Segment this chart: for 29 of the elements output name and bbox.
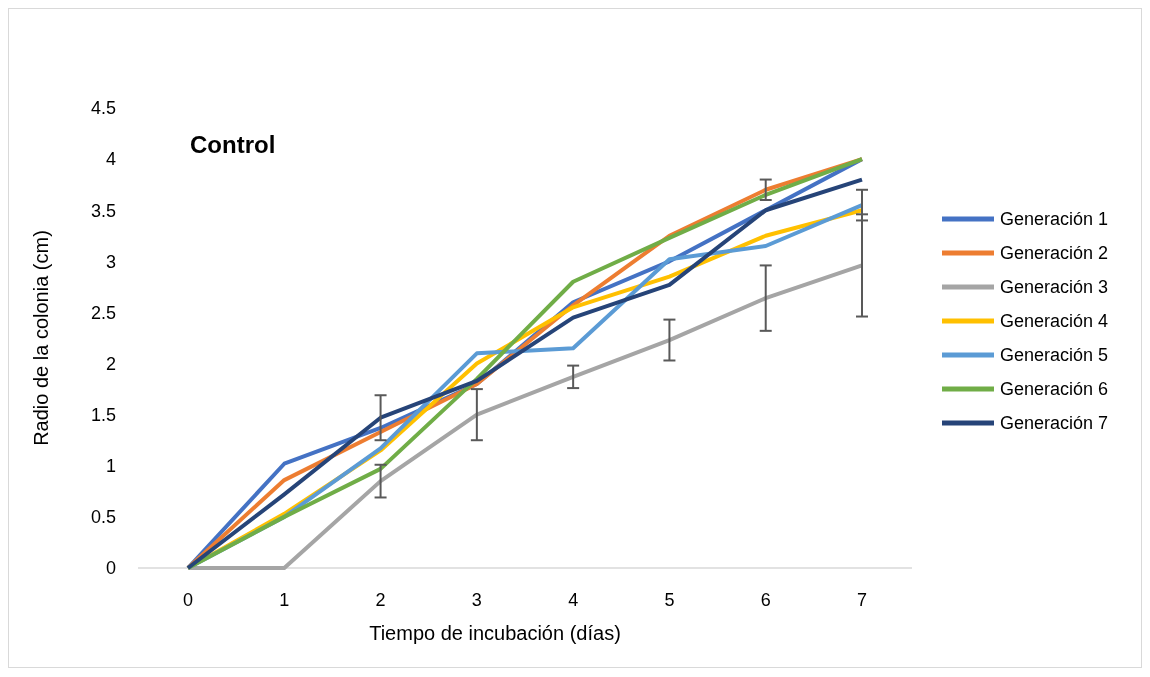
y-tick-label: 0 [105, 558, 116, 579]
y-tick-label: 1.5 [90, 404, 116, 425]
legend-label: Generación 2 [1000, 243, 1109, 264]
x-tick-label: 1 [279, 590, 290, 610]
x-axis-title: Tiempo de incubación (días) [369, 622, 621, 644]
legend-label: Generación 4 [1000, 311, 1109, 332]
x-tick-label: 0 [182, 590, 194, 610]
x-tick-label: 4 [568, 590, 579, 610]
legend-label: Generación 1 [1000, 209, 1109, 230]
y-tick-label: 3.5 [90, 200, 116, 221]
y-axis-title: Radio de la colonia (cm) [30, 230, 52, 446]
y-tick-label: 2 [105, 353, 116, 374]
legend-label: Generación 6 [1000, 379, 1109, 400]
y-tick-label: 1 [105, 456, 116, 477]
line-series [186, 263, 864, 570]
y-tick-label: 3 [105, 251, 116, 272]
y-tick-label: 2.5 [90, 302, 116, 323]
y-tick-label: 0.5 [90, 507, 116, 528]
x-tick-label: 2 [375, 590, 386, 610]
legend-label: Generación 7 [1000, 413, 1109, 434]
x-tick-label: 6 [760, 590, 771, 610]
legend-label: Generación 3 [1000, 277, 1109, 298]
y-tick-label: 4 [105, 149, 116, 170]
x-tick-label: 5 [664, 590, 675, 610]
legend-label: Generación 5 [1000, 345, 1109, 366]
y-tick-label: 4.5 [90, 98, 116, 119]
x-tick-label: 7 [856, 590, 868, 610]
x-tick-label: 3 [471, 590, 482, 610]
text: Control [190, 131, 276, 158]
